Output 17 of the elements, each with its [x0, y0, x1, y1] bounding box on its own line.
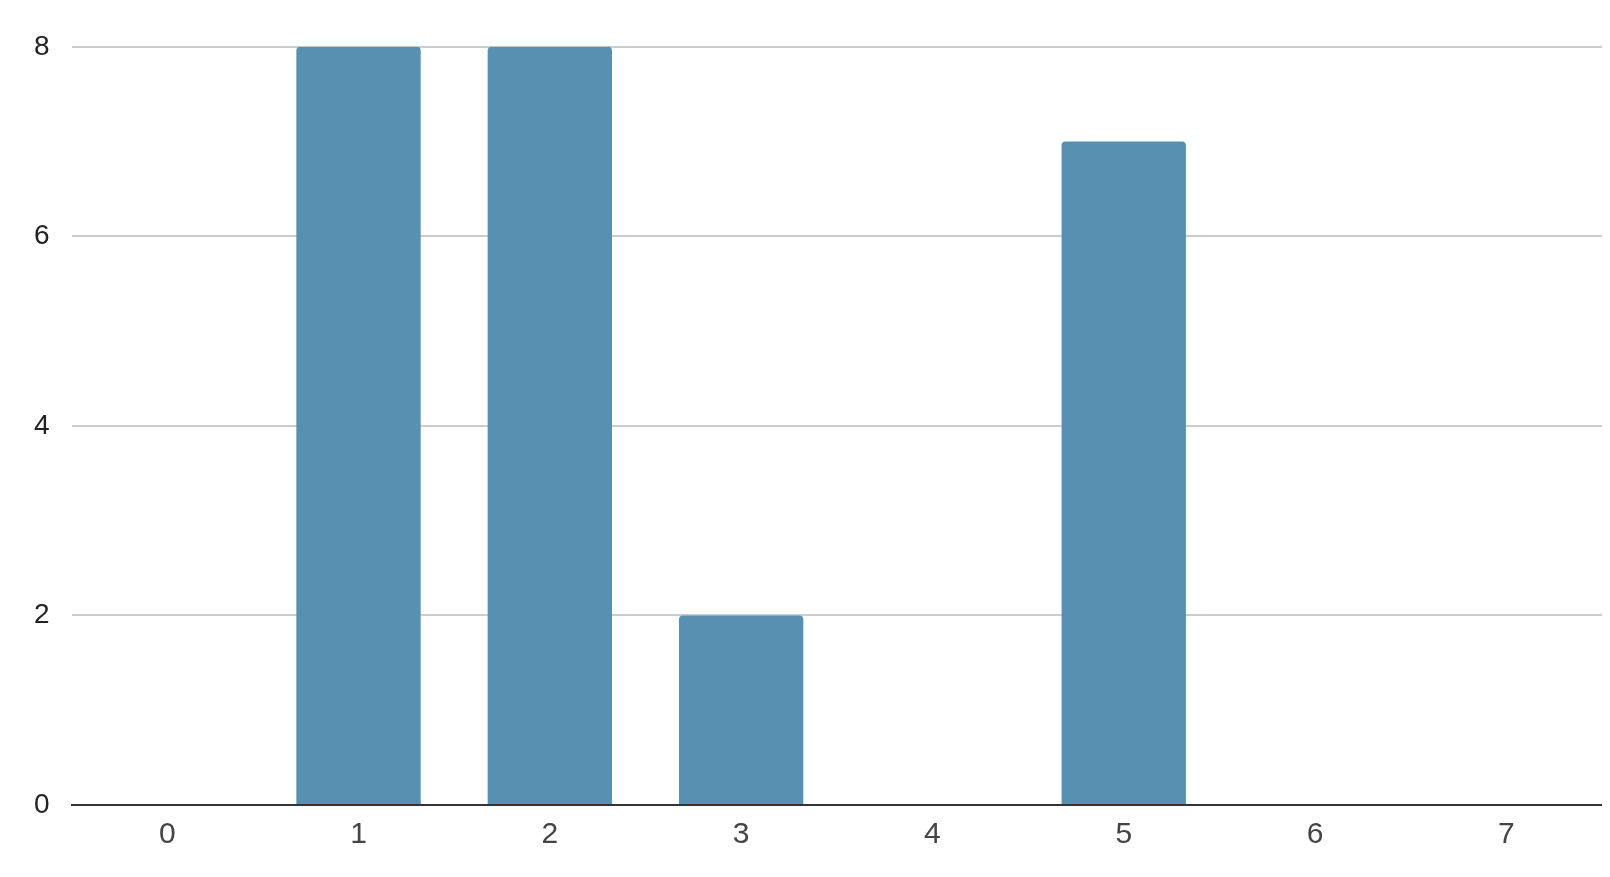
- x-tick-label: 4: [924, 816, 941, 850]
- bar: [1061, 141, 1186, 804]
- x-tick-label: 5: [1115, 816, 1133, 850]
- y-tick-label: 6: [33, 219, 50, 251]
- x-tick-label: 3: [732, 816, 750, 850]
- x-tick-label: 7: [1498, 816, 1515, 850]
- bar: [296, 46, 421, 804]
- x-tick-label: 1: [350, 816, 367, 850]
- bar: [678, 615, 804, 804]
- y-tick-label: 0: [33, 787, 50, 819]
- x-tick-label: 2: [541, 816, 559, 850]
- bar: [487, 46, 613, 804]
- y-tick-label: 8: [33, 29, 50, 61]
- x-tick-label: 6: [1306, 816, 1324, 850]
- y-tick-label: 2: [33, 598, 50, 630]
- y-tick-label: 4: [33, 408, 50, 440]
- x-tick-label: 0: [158, 816, 176, 850]
